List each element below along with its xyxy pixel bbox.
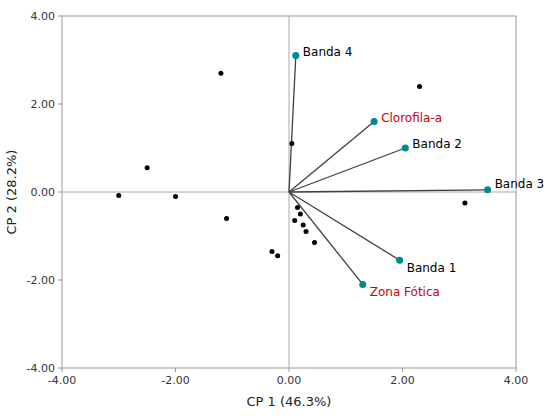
- vector-endpoint: [359, 281, 366, 288]
- plot-area: [62, 16, 516, 368]
- x-tick: [402, 368, 403, 372]
- scatter-point: [301, 223, 306, 228]
- vector-label: Banda 4: [303, 45, 353, 59]
- vector-line: [289, 122, 374, 192]
- scatter-point: [298, 212, 303, 217]
- x-tick: [289, 368, 290, 372]
- chart: -4.00 -2.00 0.00 2.00 4.00 -4.00 -2.00 0.00 2.00…: [0, 0, 550, 420]
- scatter-point: [292, 218, 297, 223]
- x-axis-label: CP 1 (46.3%): [247, 394, 332, 409]
- vector-endpoint: [484, 186, 491, 193]
- y-tick: [58, 192, 62, 193]
- vector-endpoint: [292, 52, 299, 59]
- vector-line: [289, 192, 363, 284]
- vector-line: [289, 56, 296, 192]
- vector-label: Zona Fótica: [370, 285, 440, 299]
- vector-endpoint: [396, 257, 403, 264]
- vector-label: Banda 1: [407, 261, 457, 275]
- x-tick-label: 2.00: [390, 374, 415, 387]
- vector-line: [289, 148, 405, 192]
- scatter-point: [173, 194, 178, 199]
- y-tick: [58, 104, 62, 105]
- scatter-point: [269, 249, 274, 254]
- vector-label: Banda 2: [412, 137, 462, 151]
- vector-label: Clorofila-a: [381, 111, 442, 125]
- scatter-point: [462, 201, 467, 206]
- x-tick: [62, 368, 63, 372]
- x-tick-label: 4.00: [504, 374, 529, 387]
- scatter-point: [304, 229, 309, 234]
- scatter-point: [145, 165, 150, 170]
- x-tick: [516, 368, 517, 372]
- x-tick-label: -4.00: [48, 374, 76, 387]
- x-tick-label: -2.00: [161, 374, 189, 387]
- vector-endpoint: [371, 118, 378, 125]
- y-tick-label: -4.00: [27, 362, 55, 375]
- plot-frame: [62, 16, 516, 368]
- y-tick: [58, 368, 62, 369]
- vector-line: [289, 190, 488, 192]
- y-tick-label: 2.00: [31, 98, 56, 111]
- y-tick-label: -2.00: [27, 274, 55, 287]
- scatter-point: [275, 253, 280, 258]
- scatter-point: [116, 193, 121, 198]
- x-tick-label: 0.00: [277, 374, 302, 387]
- vector-endpoint: [402, 145, 409, 152]
- y-tick: [58, 16, 62, 17]
- vector-line: [289, 192, 400, 260]
- scatter-point: [417, 84, 422, 89]
- y-tick-label: 4.00: [31, 10, 56, 23]
- scatter-point: [295, 205, 300, 210]
- scatter-point: [218, 71, 223, 76]
- scatter-point: [289, 141, 294, 146]
- y-tick: [58, 280, 62, 281]
- y-axis-label: CP 2 (28.2%): [4, 150, 19, 235]
- scatter-point: [312, 240, 317, 245]
- x-tick: [175, 368, 176, 372]
- y-tick-label: 0.00: [31, 186, 56, 199]
- vector-label: Banda 3: [495, 177, 545, 191]
- scatter-point: [224, 216, 229, 221]
